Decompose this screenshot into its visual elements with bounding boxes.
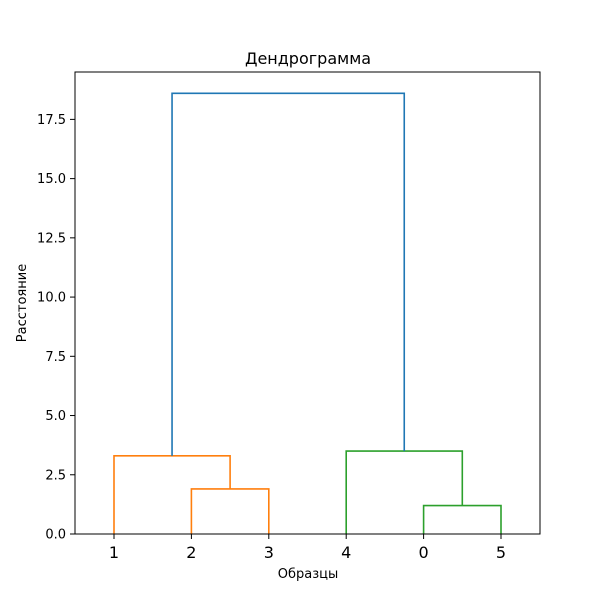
y-tick-label: 10.0 — [37, 291, 66, 306]
merge-2-3-link — [190, 488, 270, 534]
dendrogram-links — [113, 92, 502, 534]
y-tick-label: 2.5 — [45, 468, 66, 483]
x-axis-ticks: 1 2 3 4 0 5 — [109, 534, 506, 562]
x-tick-label: 1 — [109, 543, 119, 562]
merge-4-05-link — [345, 450, 464, 534]
y-tick-label: 12.5 — [37, 231, 66, 246]
y-tick-label: 7.5 — [45, 350, 66, 365]
x-tick-label: 0 — [419, 543, 429, 562]
x-tick-label: 4 — [341, 543, 351, 562]
y-tick-label: 17.5 — [37, 113, 66, 128]
merge-0-5-link — [422, 504, 502, 534]
x-tick-label: 3 — [264, 543, 274, 562]
x-axis-label: Образцы — [278, 567, 339, 582]
y-axis-label: Расстояние — [15, 264, 30, 342]
y-axis-ticks: 0.0 2.5 5.0 7.5 10.0 12.5 15.0 17.5 — [37, 113, 75, 543]
merge-1-23-link — [113, 455, 231, 534]
plot-frame — [74, 71, 541, 535]
merge-root-link — [171, 92, 406, 456]
x-tick-label: 2 — [186, 543, 196, 562]
chart-title: Дендрограмма — [245, 49, 371, 68]
y-tick-label: 5.0 — [45, 409, 66, 424]
y-tick-label: 0.0 — [45, 528, 66, 543]
y-tick-label: 15.0 — [37, 172, 66, 187]
x-tick-label: 5 — [496, 543, 506, 562]
